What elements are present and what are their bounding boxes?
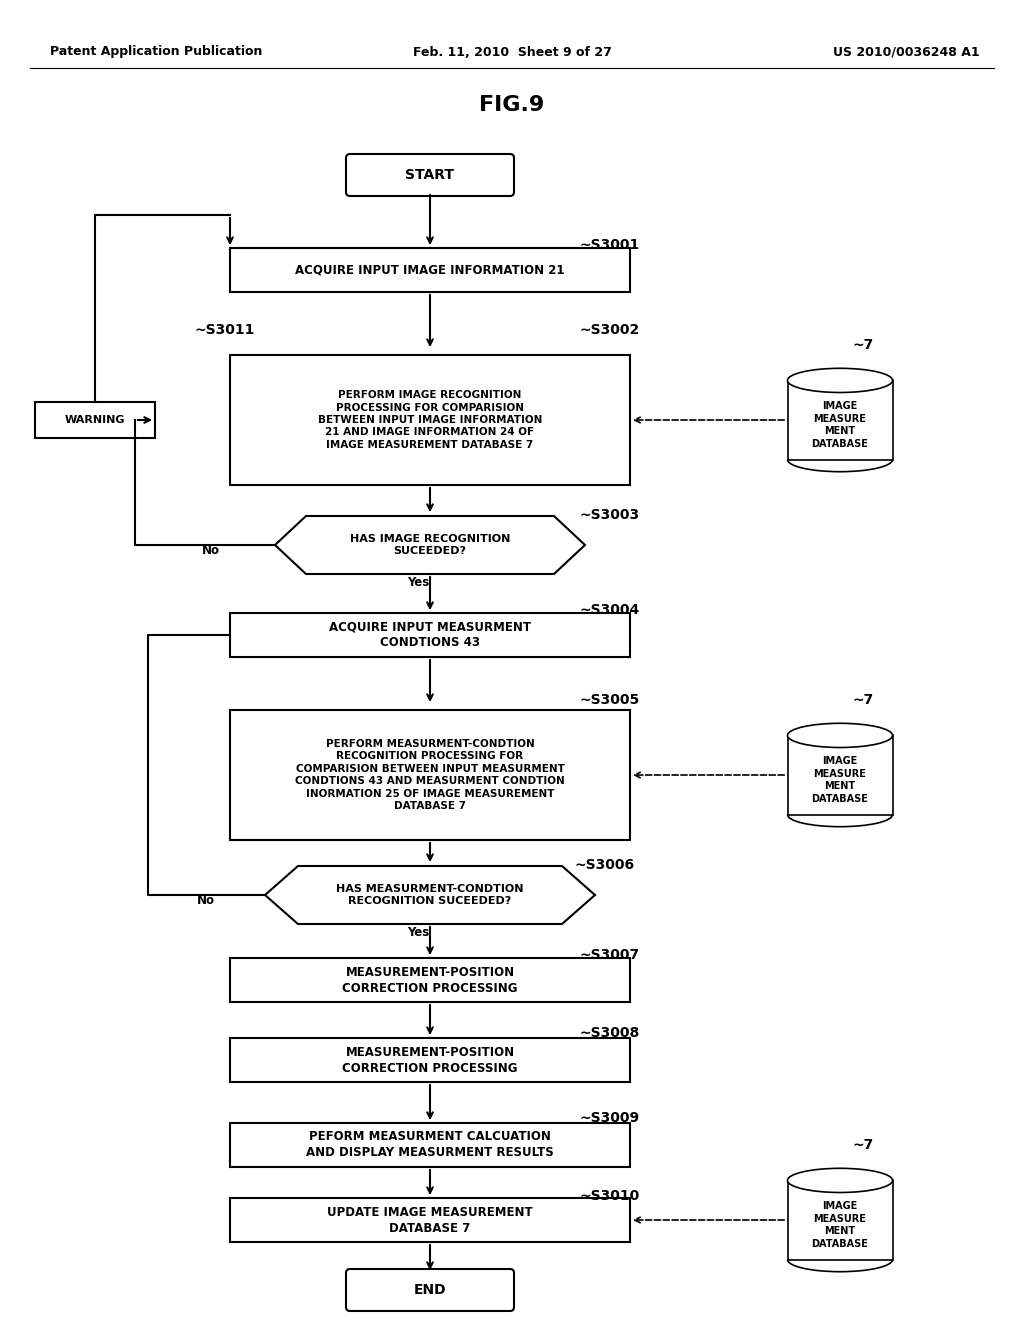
Text: ∼S3011: ∼S3011 bbox=[195, 323, 255, 337]
Text: ∼S3005: ∼S3005 bbox=[580, 693, 640, 708]
Text: HAS MEASURMENT-CONDTION
RECOGNITION SUCEEDED?: HAS MEASURMENT-CONDTION RECOGNITION SUCE… bbox=[336, 884, 523, 907]
Text: END: END bbox=[414, 1283, 446, 1298]
Text: PEFORM MEASURMENT CALCUATION
AND DISPLAY MEASURMENT RESULTS: PEFORM MEASURMENT CALCUATION AND DISPLAY… bbox=[306, 1130, 554, 1159]
Bar bbox=[787, 1180, 893, 1259]
Text: IMAGE
MEASURE
MENT
DATABASE: IMAGE MEASURE MENT DATABASE bbox=[812, 756, 868, 804]
Ellipse shape bbox=[787, 1168, 893, 1192]
Text: Yes: Yes bbox=[407, 927, 429, 940]
Text: ∼S3009: ∼S3009 bbox=[580, 1111, 640, 1125]
Text: Feb. 11, 2010  Sheet 9 of 27: Feb. 11, 2010 Sheet 9 of 27 bbox=[413, 45, 611, 58]
Text: No: No bbox=[202, 544, 220, 557]
Text: START: START bbox=[406, 168, 455, 182]
Text: ACQUIRE INPUT IMAGE INFORMATION 21: ACQUIRE INPUT IMAGE INFORMATION 21 bbox=[295, 264, 565, 276]
Bar bbox=[230, 710, 630, 840]
Text: ∼S3004: ∼S3004 bbox=[580, 603, 640, 616]
Bar bbox=[230, 1123, 630, 1167]
Text: Patent Application Publication: Patent Application Publication bbox=[50, 45, 262, 58]
Text: ∼7: ∼7 bbox=[853, 693, 874, 708]
Text: IMAGE
MEASURE
MENT
DATABASE: IMAGE MEASURE MENT DATABASE bbox=[812, 401, 868, 449]
Text: FIG.9: FIG.9 bbox=[479, 95, 545, 115]
Text: MEASUREMENT-POSITION
CORRECTION PROCESSING: MEASUREMENT-POSITION CORRECTION PROCESSI… bbox=[342, 1045, 518, 1074]
Text: UPDATE IMAGE MEASUREMENT
DATABASE 7: UPDATE IMAGE MEASUREMENT DATABASE 7 bbox=[328, 1205, 532, 1234]
Ellipse shape bbox=[787, 368, 893, 392]
Text: IMAGE
MEASURE
MENT
DATABASE: IMAGE MEASURE MENT DATABASE bbox=[812, 1201, 868, 1249]
Polygon shape bbox=[275, 516, 585, 574]
Text: ∼S3002: ∼S3002 bbox=[580, 323, 640, 337]
Bar bbox=[787, 735, 893, 814]
FancyBboxPatch shape bbox=[346, 154, 514, 195]
Ellipse shape bbox=[787, 723, 893, 747]
Text: MEASUREMENT-POSITION
CORRECTION PROCESSING: MEASUREMENT-POSITION CORRECTION PROCESSI… bbox=[342, 965, 518, 994]
Text: ∼S3007: ∼S3007 bbox=[580, 948, 640, 962]
Text: ∼S3010: ∼S3010 bbox=[580, 1189, 640, 1203]
Bar bbox=[230, 355, 630, 484]
Text: ∼7: ∼7 bbox=[853, 338, 874, 352]
Bar bbox=[230, 248, 630, 292]
FancyBboxPatch shape bbox=[346, 1269, 514, 1311]
Text: US 2010/0036248 A1: US 2010/0036248 A1 bbox=[834, 45, 980, 58]
Text: ∼S3006: ∼S3006 bbox=[575, 858, 635, 873]
Text: WARNING: WARNING bbox=[65, 414, 125, 425]
Text: ACQUIRE INPUT MEASURMENT
CONDTIONS 43: ACQUIRE INPUT MEASURMENT CONDTIONS 43 bbox=[329, 620, 531, 649]
Text: ∼S3001: ∼S3001 bbox=[580, 238, 640, 252]
Text: HAS IMAGE RECOGNITION
SUCEEDED?: HAS IMAGE RECOGNITION SUCEEDED? bbox=[350, 533, 510, 556]
Text: PERFORM MEASURMENT-CONDTION
RECOGNITION PROCESSING FOR
COMPARISION BETWEEN INPUT: PERFORM MEASURMENT-CONDTION RECOGNITION … bbox=[295, 739, 565, 810]
Bar bbox=[230, 1199, 630, 1242]
Text: PERFORM IMAGE RECOGNITION
PROCESSING FOR COMPARISION
BETWEEN INPUT IMAGE INFORMA: PERFORM IMAGE RECOGNITION PROCESSING FOR… bbox=[317, 391, 542, 450]
Text: ∼S3003: ∼S3003 bbox=[580, 508, 640, 521]
Bar bbox=[230, 612, 630, 657]
Text: Yes: Yes bbox=[407, 577, 429, 590]
Bar bbox=[787, 380, 893, 459]
Bar bbox=[230, 1038, 630, 1082]
Bar bbox=[230, 958, 630, 1002]
Text: ∼7: ∼7 bbox=[853, 1138, 874, 1152]
Text: ∼S3008: ∼S3008 bbox=[580, 1026, 640, 1040]
Text: No: No bbox=[197, 894, 215, 907]
Polygon shape bbox=[265, 866, 595, 924]
Bar bbox=[35, 403, 155, 438]
